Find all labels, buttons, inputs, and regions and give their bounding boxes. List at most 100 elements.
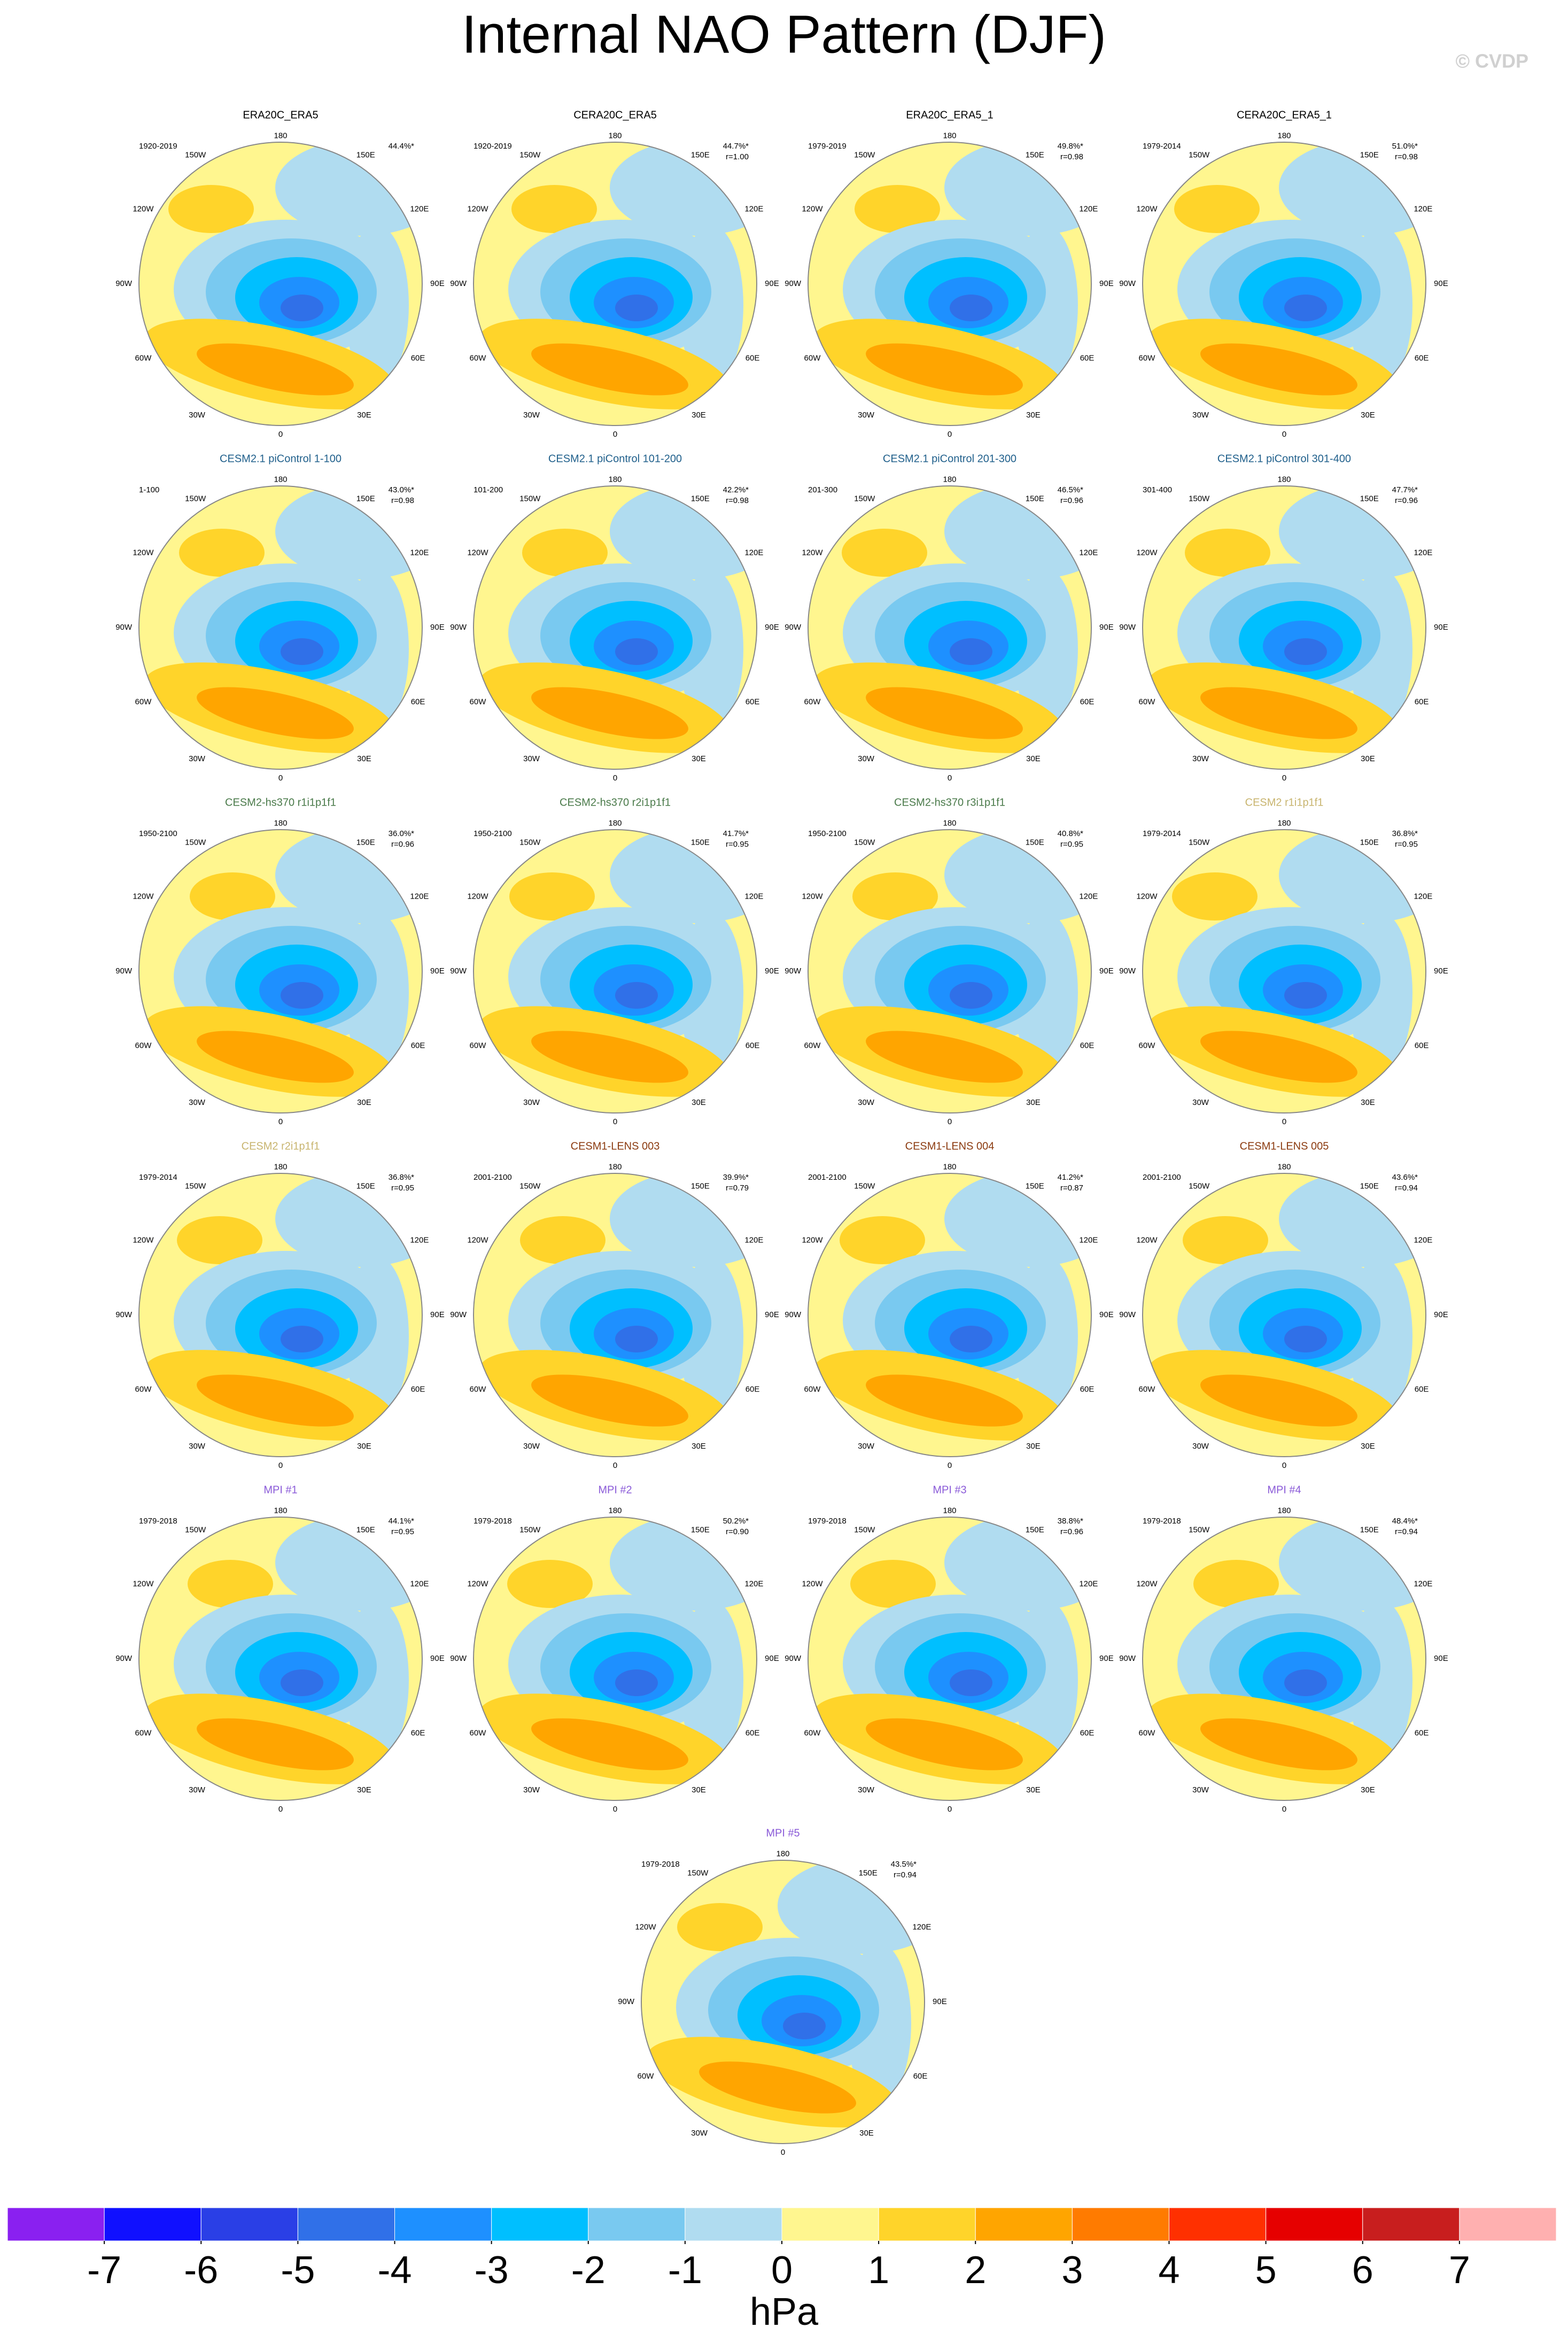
colorbar-tick-label: -1	[668, 2249, 702, 2292]
longitude-label: 30E	[692, 754, 706, 763]
panel-correlation: r=0.94	[1395, 1527, 1418, 1536]
longitude-label: 150E	[691, 494, 710, 504]
longitude-label: 180	[943, 818, 956, 828]
longitude-label: 180	[776, 1849, 789, 1858]
panel-variance: 44.7%*	[723, 142, 749, 151]
longitude-label: 150E	[1026, 151, 1044, 160]
panel-variance: 50.2%*	[723, 1517, 749, 1526]
longitude-label: 150E	[1360, 1526, 1379, 1535]
longitude-label: 90E	[1099, 966, 1114, 976]
map-border	[808, 1517, 1092, 1801]
longitude-label: 120W	[467, 548, 488, 557]
colorbar-tick-label: 5	[1255, 2249, 1277, 2292]
longitude-label: 90W	[115, 966, 133, 976]
positive-lobe	[840, 1216, 925, 1264]
panel-period: 1979-2018	[473, 1517, 512, 1526]
longitude-label: 30W	[523, 754, 540, 763]
longitude-label: 90E	[765, 966, 779, 976]
longitude-label: 30E	[1361, 754, 1375, 763]
colorbar-tick-label: -2	[571, 2249, 606, 2292]
longitude-label: 180	[1277, 1162, 1291, 1171]
panel-variance: 44.4%*	[389, 142, 415, 151]
map-border	[138, 829, 423, 1113]
panel-title: MPI #2	[598, 1484, 632, 1496]
longitude-label: 90E	[430, 1310, 445, 1319]
positive-lobe	[179, 529, 265, 577]
map-border	[138, 485, 423, 770]
positive-lobe	[197, 1718, 354, 1770]
panel-title: CESM1-LENS 005	[1240, 1140, 1329, 1152]
longitude-label: 60W	[1139, 698, 1156, 707]
panel-correlation: r=0.87	[1060, 1184, 1083, 1193]
anomaly-field	[813, 1517, 1091, 1784]
longitude-label: 150E	[1360, 838, 1379, 847]
longitude-label: 30E	[1026, 1442, 1041, 1451]
longitude-label: 60W	[1139, 1729, 1156, 1738]
panel-correlation: r=0.79	[726, 1184, 749, 1193]
panel-period: 2001-2100	[808, 1173, 847, 1182]
longitude-label: 0	[613, 430, 617, 439]
positive-lobe	[1200, 1718, 1357, 1770]
longitude-label: 120W	[1136, 892, 1158, 901]
colorbar-tick-label: -4	[377, 2249, 412, 2292]
longitude-label: 180	[608, 1506, 622, 1515]
longitude-label: 180	[1277, 475, 1291, 484]
longitude-label: 30E	[692, 1442, 706, 1451]
panel-variance: 46.5%*	[1058, 485, 1084, 494]
panel-title: MPI #3	[933, 1484, 966, 1496]
colorbar-box	[1362, 2207, 1460, 2241]
longitude-label: 90W	[450, 279, 467, 288]
positive-lobe	[852, 872, 938, 921]
longitude-label: 60W	[804, 354, 821, 363]
longitude-label: 120W	[1136, 548, 1158, 557]
colorbar-box	[878, 2207, 976, 2241]
panel-title: CESM1-LENS 004	[905, 1140, 995, 1152]
longitude-label: 180	[943, 1162, 956, 1171]
longitude-label: 60W	[1139, 354, 1156, 363]
longitude-label: 30E	[1026, 1098, 1041, 1107]
panel-correlation: r=0.96	[391, 840, 414, 849]
longitude-label: 150E	[1026, 1526, 1044, 1535]
longitude-label: 60W	[470, 1385, 487, 1394]
longitude-label: 90W	[450, 1310, 467, 1319]
longitude-label: 30W	[858, 411, 875, 420]
panel-title: CESM2 r1i1p1f1	[1245, 796, 1324, 808]
longitude-label: 90W	[1119, 1654, 1136, 1663]
longitude-label: 0	[948, 1805, 952, 1814]
longitude-label: 90E	[765, 1654, 779, 1663]
longitude-label: 180	[943, 1506, 956, 1515]
panel-correlation: r=0.94	[894, 1870, 917, 1880]
map-panel: CESM2 r2i1p1f1 1979-2014 36.8%* r=0.95 180 15…	[115, 1140, 445, 1470]
longitude-label: 90W	[785, 623, 802, 632]
longitude-label: 90W	[618, 1997, 635, 2006]
panel-variance: 44.1%*	[389, 1517, 415, 1526]
panel-variance: 36.8%*	[1392, 829, 1418, 838]
panel-period: 101-200	[473, 485, 503, 494]
panel-variance: 36.8%*	[389, 1173, 415, 1182]
positive-lobe	[531, 1374, 688, 1427]
longitude-label: 120E	[1414, 1579, 1432, 1588]
positive-lobe	[522, 529, 608, 577]
map-panel: CESM2.1 piControl 1-100 1-100 43.0%* r=0.98…	[115, 453, 445, 783]
map-panel: CESM1-LENS 003 2001-2100 39.9%* r=0.79 180 15…	[450, 1140, 779, 1470]
panel-period: 1920-2019	[473, 142, 512, 151]
longitude-label: 30W	[523, 1442, 540, 1451]
panel-title: MPI #5	[766, 1827, 799, 1839]
longitude-label: 120W	[802, 548, 823, 557]
longitude-label: 150E	[1360, 151, 1379, 160]
longitude-label: 90W	[1119, 279, 1136, 288]
positive-lobe	[190, 872, 275, 921]
positive-lobe	[850, 1560, 936, 1608]
panel-period: 1979-2018	[1143, 1517, 1181, 1526]
longitude-label: 120E	[912, 1922, 931, 1931]
map-border	[138, 142, 423, 426]
longitude-label: 120E	[1414, 204, 1432, 213]
colorbar-tick-label: -6	[184, 2249, 218, 2292]
longitude-label: 60E	[1080, 1041, 1095, 1050]
panel-period: 1979-2019	[808, 142, 847, 151]
longitude-label: 90E	[1099, 279, 1114, 288]
longitude-label: 180	[274, 818, 287, 828]
colorbar-tick-label: 4	[1158, 2249, 1179, 2292]
longitude-label: 0	[613, 1117, 617, 1126]
longitude-label: 180	[943, 131, 956, 140]
